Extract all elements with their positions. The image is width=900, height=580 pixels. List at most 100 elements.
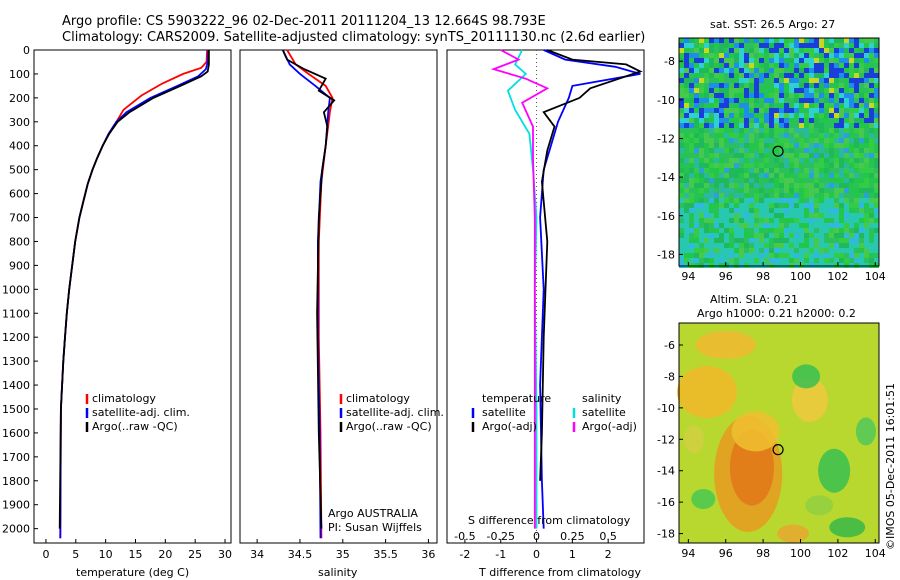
sst-cell (749, 193, 754, 198)
depth-tick-label: 1300 (2, 355, 30, 368)
sst-cell (834, 178, 839, 183)
sst-cell (709, 193, 714, 198)
sst-cell (739, 243, 744, 248)
sst-cell (719, 53, 724, 58)
sst-cell (814, 243, 819, 248)
sst-cell (709, 163, 714, 168)
sst-cell (769, 138, 774, 143)
sst-cell (689, 93, 694, 98)
sst-cell (854, 208, 859, 213)
sst-cell (734, 78, 739, 83)
sst-cell (859, 88, 864, 93)
sst-cell (684, 238, 689, 243)
sst-cell (709, 78, 714, 83)
sst-cell (869, 118, 874, 123)
map-xtick-label: 96 (719, 270, 733, 283)
sst-cell (689, 183, 694, 188)
sst-cell (694, 143, 699, 148)
sst-cell (839, 208, 844, 213)
sst-cell (789, 158, 794, 163)
sst-cell (694, 53, 699, 58)
sst-cell (749, 223, 754, 228)
sst-cell (809, 168, 814, 173)
sst-cell (709, 253, 714, 258)
sst-cell (794, 198, 799, 203)
sst-cell (764, 118, 769, 123)
sst-cell (719, 183, 724, 188)
sst-cell (794, 178, 799, 183)
sst-cell (734, 208, 739, 213)
sst-cell (764, 83, 769, 88)
sst-cell (854, 228, 859, 233)
sst-cell (724, 43, 729, 48)
sst-cell (764, 203, 769, 208)
sst-cell (704, 108, 709, 113)
sst-cell (819, 138, 824, 143)
sst-cell (694, 158, 699, 163)
sst-cell (744, 228, 749, 233)
sst-cell (784, 48, 789, 53)
sst-cell (779, 73, 784, 78)
sst-cell (804, 148, 809, 153)
sst-cell (684, 53, 689, 58)
map-xtick-label: 98 (756, 270, 770, 283)
sst-cell (839, 108, 844, 113)
sst-cell (769, 203, 774, 208)
sst-cell (699, 88, 704, 93)
sst-cell (724, 173, 729, 178)
sst-cell (824, 173, 829, 178)
sst-cell (844, 58, 849, 63)
sst-cell (864, 243, 869, 248)
sst-cell (799, 238, 804, 243)
sst-cell (779, 203, 784, 208)
sst-cell (754, 98, 759, 103)
sst-cell (844, 233, 849, 238)
sst-cell (809, 203, 814, 208)
sst-cell (804, 118, 809, 123)
map-ytick-label: -10 (657, 402, 675, 415)
sst-cell (714, 193, 719, 198)
sst-cell (814, 83, 819, 88)
sst-cell (699, 178, 704, 183)
sst-cell (859, 78, 864, 83)
sst-cell (839, 128, 844, 133)
sst-cell (739, 53, 744, 58)
sst-cell (834, 43, 839, 48)
sst-cell (849, 108, 854, 113)
sst-cell (854, 243, 859, 248)
difference-series-salinity-argo-adj- (490, 49, 550, 529)
sst-cell (689, 168, 694, 173)
sst-cell (829, 173, 834, 178)
sst-cell (844, 258, 849, 263)
sst-cell (709, 63, 714, 68)
sst-cell (769, 93, 774, 98)
map-ytick-label: -14 (657, 171, 675, 184)
sst-cell (804, 113, 809, 118)
sst-cell (874, 198, 879, 203)
sst-cell (679, 258, 684, 263)
sst-cell (774, 48, 779, 53)
sst-cell (679, 178, 684, 183)
sst-cell (794, 213, 799, 218)
sst-cell (749, 243, 754, 248)
sst-cell (754, 188, 759, 193)
sst-cell (789, 58, 794, 63)
sst-cell (874, 193, 879, 198)
sst-cell (709, 238, 714, 243)
sst-cell (749, 83, 754, 88)
sst-cell (769, 238, 774, 243)
sst-cell (769, 38, 774, 43)
sst-cell (824, 198, 829, 203)
sst-cell (684, 143, 689, 148)
sst-cell (784, 233, 789, 238)
sst-cell (789, 43, 794, 48)
sst-cell (689, 253, 694, 258)
sst-cell (864, 168, 869, 173)
sst-cell (724, 208, 729, 213)
sst-cell (769, 53, 774, 58)
sst-cell (824, 193, 829, 198)
sst-cell (804, 253, 809, 258)
sst-cell (864, 253, 869, 258)
sst-cell (689, 143, 694, 148)
sst-cell (799, 233, 804, 238)
